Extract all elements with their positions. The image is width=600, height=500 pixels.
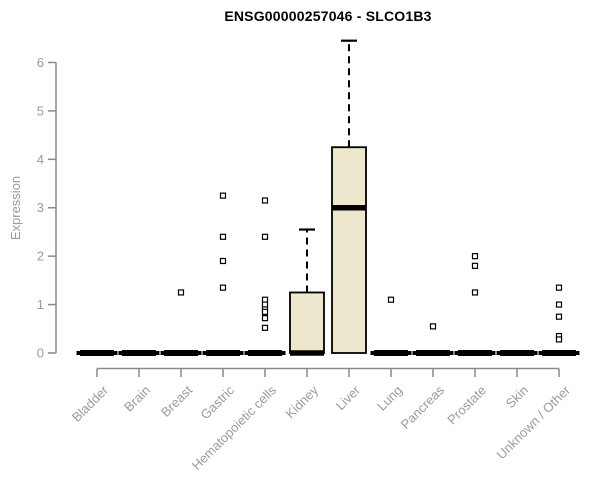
y-tick-label: 2 bbox=[37, 249, 44, 264]
y-tick-label: 6 bbox=[37, 55, 44, 70]
outlier-point bbox=[261, 324, 269, 331]
box bbox=[289, 291, 325, 354]
zero-box-left-cap bbox=[370, 351, 374, 355]
outlier-point bbox=[177, 289, 185, 296]
zero-box-right-cap bbox=[534, 351, 538, 355]
zero-box-left-cap bbox=[538, 351, 542, 355]
zero-box-left-cap bbox=[244, 351, 248, 355]
zero-box-right-cap bbox=[408, 351, 412, 355]
y-tick-label: 4 bbox=[37, 152, 44, 167]
zero-box-right-cap bbox=[240, 351, 244, 355]
zero-box bbox=[80, 350, 114, 356]
zero-box-right-cap bbox=[198, 351, 202, 355]
zero-box-left-cap bbox=[202, 351, 206, 355]
zero-box-left-cap bbox=[412, 351, 416, 355]
x-tick-label: Breast bbox=[158, 382, 195, 419]
outlier-point bbox=[387, 296, 395, 303]
y-tick-label: 0 bbox=[37, 346, 44, 361]
zero-box-left-cap bbox=[160, 351, 164, 355]
outlier-point bbox=[261, 308, 269, 315]
zero-box-right-cap bbox=[450, 351, 454, 355]
x-tick-label: Bladder bbox=[69, 382, 112, 425]
x-tick-label: Skin bbox=[503, 383, 531, 411]
outlier-point bbox=[429, 323, 437, 330]
zero-box bbox=[248, 350, 282, 356]
zero-box-left-cap bbox=[76, 351, 80, 355]
outlier-point bbox=[555, 336, 563, 343]
outlier-point bbox=[219, 284, 227, 291]
y-tick-label: 3 bbox=[37, 200, 44, 215]
box bbox=[331, 146, 367, 354]
x-tick-label: Gastric bbox=[197, 382, 237, 422]
zero-box bbox=[416, 350, 450, 356]
zero-box bbox=[542, 350, 576, 356]
zero-box bbox=[164, 350, 198, 356]
outlier-point bbox=[555, 284, 563, 291]
x-tick-label: Liver bbox=[333, 382, 364, 413]
x-tick-label: Kidney bbox=[282, 382, 321, 421]
outlier-point bbox=[471, 289, 479, 296]
zero-box-right-cap bbox=[114, 351, 118, 355]
outlier-point bbox=[471, 262, 479, 269]
zero-box bbox=[122, 350, 156, 356]
zero-box bbox=[458, 350, 492, 356]
zero-box-left-cap bbox=[118, 351, 122, 355]
zero-box-right-cap bbox=[576, 351, 580, 355]
x-tick-label: Prostate bbox=[444, 383, 489, 428]
x-tick-label: Pancreas bbox=[398, 382, 448, 432]
y-tick-label: 1 bbox=[37, 297, 44, 312]
outlier-point bbox=[471, 253, 479, 260]
outlier-point bbox=[555, 301, 563, 308]
x-tick-label: Brain bbox=[121, 383, 153, 415]
outlier-point bbox=[555, 313, 563, 320]
x-tick-label: Unknown / Other bbox=[494, 382, 574, 462]
zero-box-right-cap bbox=[156, 351, 160, 355]
zero-box-left-cap bbox=[496, 351, 500, 355]
chart-title: ENSG00000257046 - SLCO1B3 bbox=[224, 8, 432, 24]
outlier-point bbox=[261, 197, 269, 204]
zero-box-right-cap bbox=[282, 351, 286, 355]
zero-box-right-cap bbox=[492, 351, 496, 355]
zero-box bbox=[500, 350, 534, 356]
outlier-point bbox=[261, 315, 269, 322]
outlier-point bbox=[219, 233, 227, 240]
y-tick-label: 5 bbox=[37, 103, 44, 118]
outlier-point bbox=[261, 233, 269, 240]
outlier-point bbox=[219, 257, 227, 265]
zero-box bbox=[374, 350, 408, 356]
zero-box bbox=[206, 350, 240, 356]
x-tick-label: Lung bbox=[374, 383, 405, 414]
zero-box-left-cap bbox=[454, 351, 458, 355]
outlier-point bbox=[219, 192, 227, 199]
